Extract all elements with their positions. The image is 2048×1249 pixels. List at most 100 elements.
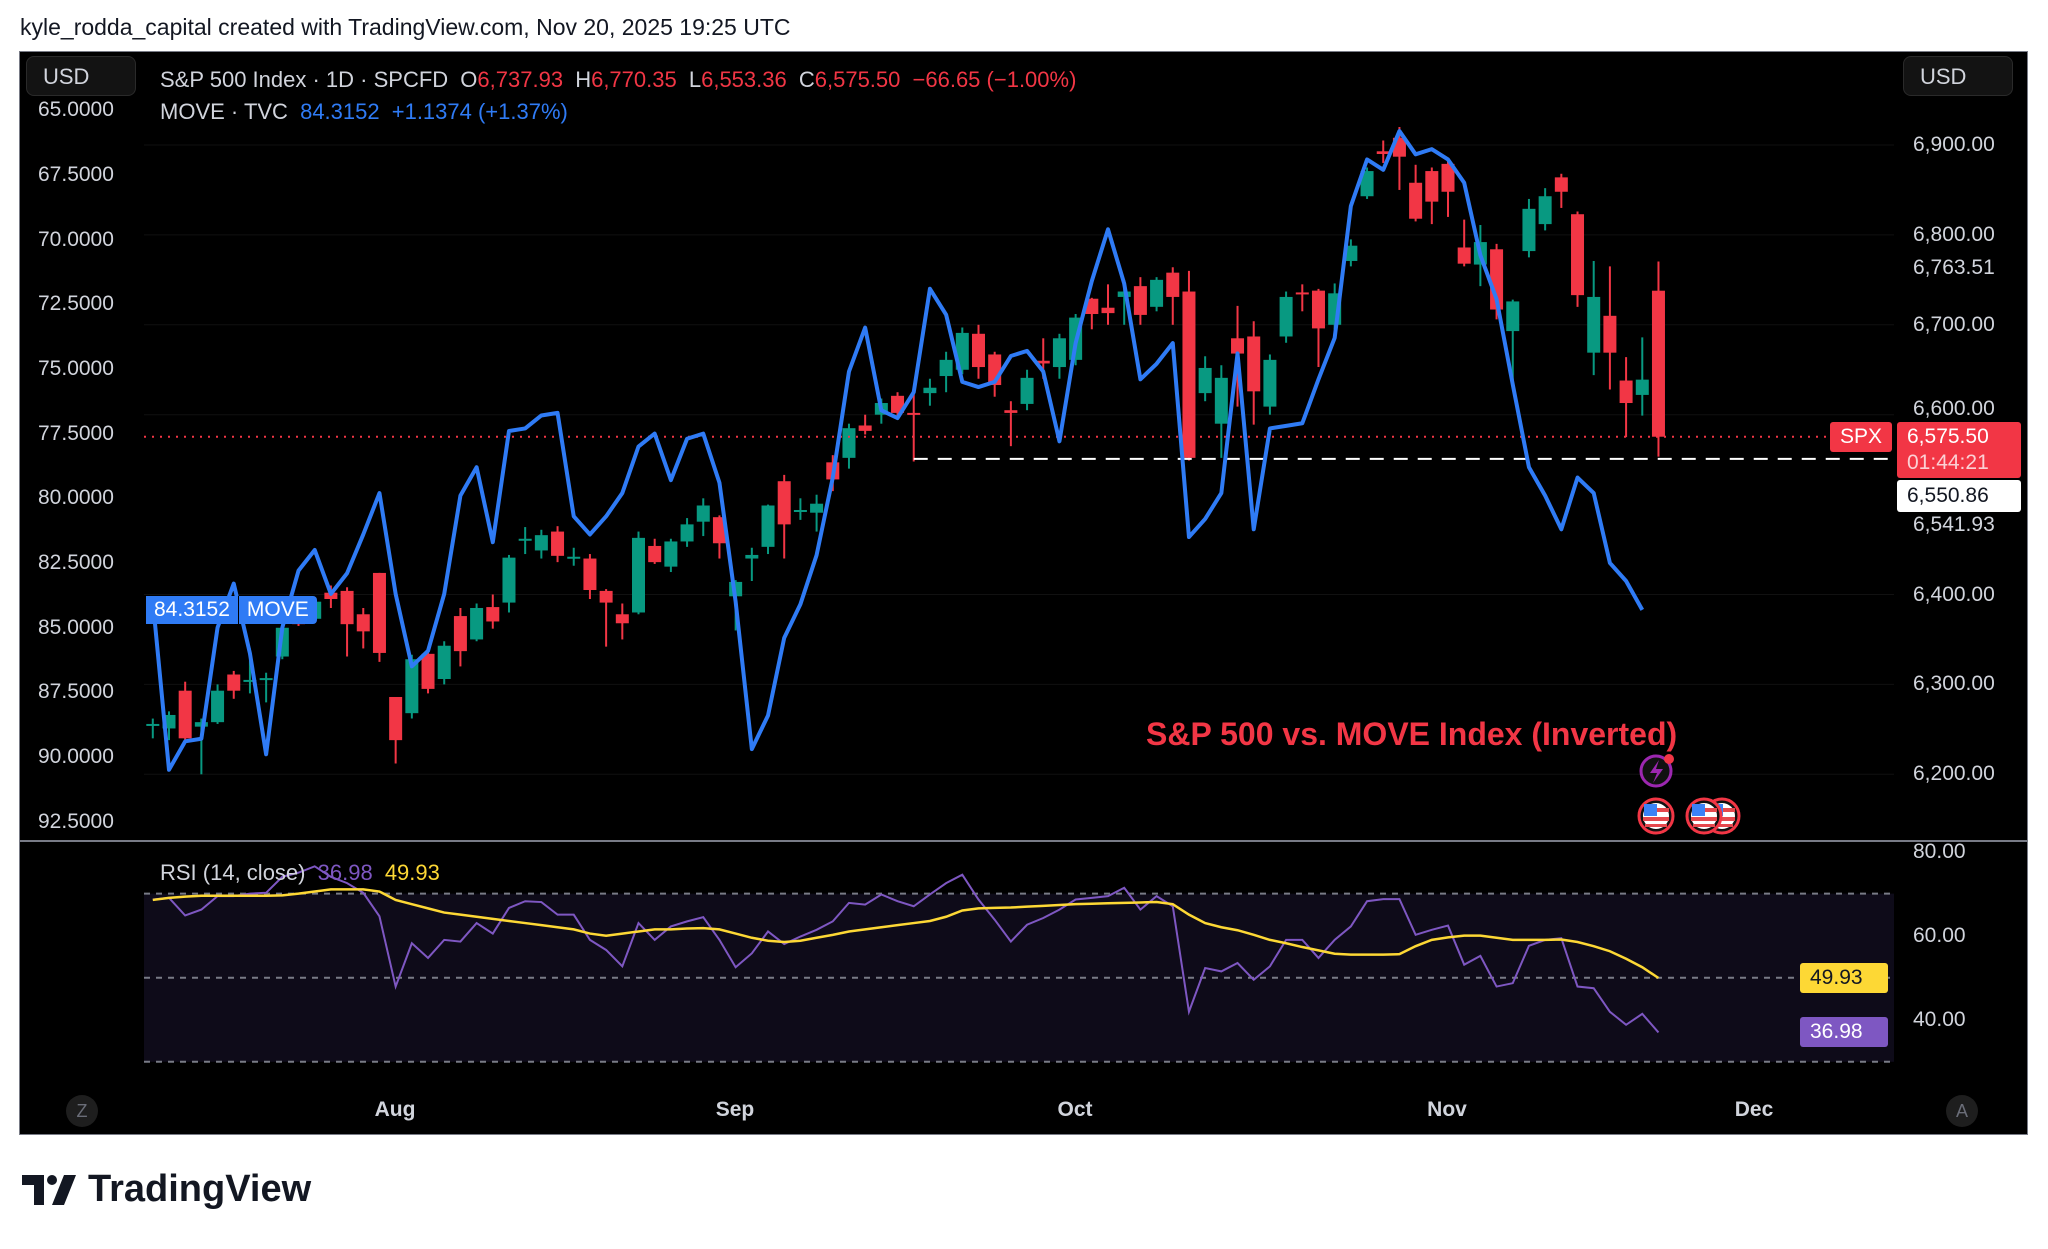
candle[interactable] [356,607,370,649]
candle[interactable] [1587,260,1601,376]
candle-body [793,509,807,512]
candle[interactable] [1214,365,1228,458]
candle[interactable] [1619,357,1633,438]
candle[interactable] [1344,239,1358,267]
candle[interactable] [712,515,726,559]
candle[interactable] [146,718,160,739]
candle[interactable] [632,531,645,615]
candle[interactable] [680,518,694,547]
candle[interactable] [615,603,629,640]
candle-body [1651,290,1665,437]
candle[interactable] [907,392,921,462]
candle[interactable] [1571,211,1585,307]
candle[interactable] [1133,277,1147,325]
candle[interactable] [1263,354,1277,415]
candle-body [259,678,273,681]
candle[interactable] [1635,337,1649,416]
candle[interactable] [567,547,581,566]
candle[interactable] [534,529,548,559]
candle[interactable] [1651,261,1665,457]
currency-button-left[interactable]: USD [26,56,136,96]
candle-body [1457,247,1471,264]
candle-body [858,425,872,431]
candle[interactable] [793,498,807,520]
candle[interactable] [1085,297,1099,330]
candle-body [1133,286,1147,315]
candle[interactable] [939,351,953,393]
candle[interactable] [891,392,905,417]
currency-button-right[interactable]: USD [1903,56,2013,96]
candle[interactable] [340,587,354,657]
candle[interactable] [696,498,710,537]
candle[interactable] [1166,267,1180,325]
candle[interactable] [1101,284,1115,325]
auto-scale-button[interactable]: A [1946,1095,1978,1127]
candle[interactable] [1603,266,1617,390]
candle-body [1441,163,1455,192]
candle[interactable] [664,538,678,573]
candle[interactable] [1052,333,1066,379]
candle[interactable] [389,696,403,764]
candle[interactable] [777,474,791,559]
us-flag-event-icon[interactable] [1685,797,1723,835]
candle[interactable] [1522,198,1536,258]
candle-body [1603,315,1617,353]
candle[interactable] [810,494,824,532]
candle[interactable] [1506,299,1520,388]
candle[interactable] [1150,277,1164,312]
candle[interactable] [1182,270,1196,461]
candle[interactable] [1425,167,1439,225]
candle[interactable] [842,423,856,469]
candle[interactable] [761,504,775,555]
candle[interactable] [1376,140,1390,163]
candle[interactable] [1279,291,1293,343]
candle[interactable] [437,641,451,685]
candle[interactable] [1441,161,1455,217]
rsi-ma-tag: 49.93 [1800,963,1888,993]
candle[interactable] [178,681,192,743]
candle-body [632,537,645,613]
candle[interactable] [551,526,565,563]
candle[interactable] [453,607,467,667]
candle[interactable] [421,648,435,694]
candle[interactable] [470,603,484,642]
candle[interactable] [858,414,872,435]
candle[interactable] [648,538,662,564]
tradingview-logo[interactable]: TradingView [22,1168,311,1211]
candle[interactable] [583,554,597,599]
candle[interactable] [502,554,516,613]
candle-body [1052,338,1066,368]
candle[interactable] [227,670,241,699]
lightning-event-icon[interactable] [1639,754,1674,788]
rsi-legend-name: RSI (14, close) [160,860,306,885]
candle-body [1554,177,1568,192]
candle[interactable] [1198,356,1212,402]
candle[interactable] [211,684,225,724]
candle[interactable] [1295,284,1309,312]
zoom-reset-button[interactable]: Z [66,1095,98,1127]
candle[interactable] [1409,164,1423,222]
candle[interactable] [259,672,273,703]
us-flag-event-icon[interactable] [1637,797,1675,835]
candle[interactable] [745,547,759,582]
bar-countdown: 01:44:21 [1907,450,1989,474]
chart-attribution: kyle_rodda_capital created with TradingV… [20,14,791,40]
candle[interactable] [1538,188,1552,231]
chart-annotation-title[interactable]: S&P 500 vs. MOVE Index (Inverted) [1146,716,1678,752]
candle[interactable] [1247,321,1261,425]
candle[interactable] [1360,167,1374,199]
candle-body [1036,360,1050,364]
candle[interactable] [486,594,500,629]
candle[interactable] [518,527,532,555]
candle-body [1085,298,1099,315]
candle[interactable] [1457,219,1471,267]
candle[interactable] [1020,369,1034,411]
candle[interactable] [1004,401,1018,447]
candle[interactable] [1311,288,1325,368]
candle[interactable] [1554,173,1568,208]
candle[interactable] [599,589,613,647]
candle[interactable] [923,378,937,406]
candle[interactable] [372,572,386,662]
candle[interactable] [971,324,985,379]
